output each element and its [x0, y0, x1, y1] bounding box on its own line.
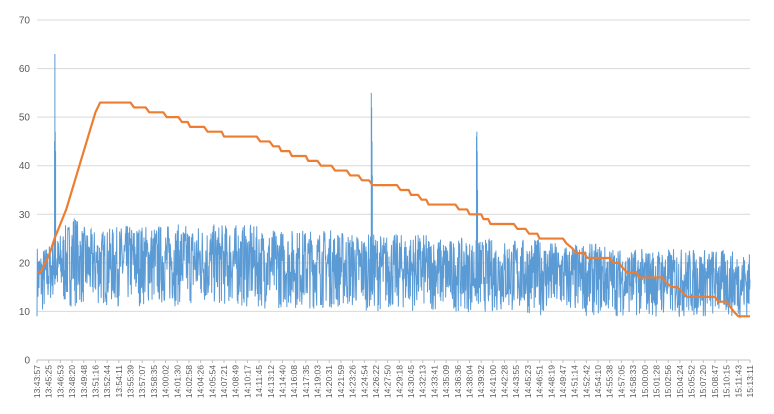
- x-tick-label: 14:23:26: [348, 365, 358, 398]
- x-tick-label: 14:49:47: [558, 365, 568, 398]
- x-tick-label: 14:17:35: [301, 365, 311, 398]
- y-tick-label: 60: [19, 64, 31, 75]
- x-tick-label: 14:10:17: [242, 365, 252, 398]
- x-tick-label: 14:46:51: [535, 365, 545, 398]
- x-tick-label: 14:04:26: [196, 365, 206, 398]
- x-tick-label: 14:54:10: [593, 365, 603, 398]
- x-tick-label: 14:32:13: [418, 365, 428, 398]
- x-tick-label: 14:00:02: [161, 365, 171, 398]
- y-tick-label: 10: [19, 307, 31, 318]
- x-tick-label: 15:07:20: [698, 365, 708, 398]
- y-tick-label: 20: [19, 258, 31, 269]
- gridlines: [37, 19, 750, 312]
- y-tick-label: 50: [19, 113, 31, 124]
- y-tick-label: 0: [24, 356, 30, 367]
- x-tick-label: 14:52:42: [581, 365, 591, 398]
- x-tick-label: 13:43:57: [32, 365, 42, 398]
- x-tick-label: 14:14:40: [277, 365, 287, 398]
- x-tick-label: 14:58:33: [628, 365, 638, 398]
- x-tick-label: 14:19:03: [313, 365, 323, 398]
- y-tick-label: 70: [19, 16, 31, 27]
- x-tick-label: 13:54:11: [114, 365, 124, 398]
- x-tick-label: 14:57:05: [616, 365, 626, 398]
- x-tick-label: 14:13:12: [266, 365, 276, 398]
- x-tick-label: 14:20:31: [324, 365, 334, 398]
- x-tick-label: 14:36:36: [453, 365, 463, 398]
- x-tick-label: 14:38:04: [464, 365, 474, 398]
- x-tick-label: 13:49:48: [79, 365, 89, 398]
- x-tick-label: 14:08:49: [231, 365, 241, 398]
- x-tick-label: 14:01:30: [172, 365, 182, 398]
- x-tick-label: 13:58:35: [149, 365, 159, 398]
- series-line-orange: [37, 101, 750, 318]
- series-line-blue: [36, 54, 751, 319]
- x-tick-label: 15:04:24: [675, 365, 685, 398]
- x-tick-label: 14:55:38: [605, 365, 615, 398]
- x-tick-label: 15:05:52: [687, 365, 697, 398]
- x-tick-label: 14:30:45: [406, 365, 416, 398]
- x-tick-label: 13:45:25: [44, 365, 54, 398]
- x-tick-label: 14:35:09: [441, 365, 451, 398]
- y-axis-tick-labels: 0 10 20 30 40 50 60 70: [19, 16, 31, 367]
- x-tick-label: 15:11:43: [733, 365, 743, 398]
- x-tick-label: 14:21:59: [336, 365, 346, 398]
- x-tick-label: 14:07:21: [219, 365, 229, 398]
- x-tick-label: 13:57:07: [137, 365, 147, 398]
- x-tick-label: 15:00:00: [640, 365, 650, 398]
- x-tick-label: 15:01:28: [651, 365, 661, 398]
- x-tick-label: 14:05:54: [207, 365, 217, 398]
- y-tick-label: 30: [19, 210, 31, 221]
- x-tick-label: 14:16:08: [289, 365, 299, 398]
- x-tick-label: 13:55:39: [126, 365, 136, 398]
- y-tick-label: 40: [19, 161, 31, 172]
- x-tick-label: 15:13:11: [745, 365, 755, 398]
- x-tick-label: 13:48:20: [67, 365, 77, 398]
- x-tick-label: 14:24:54: [359, 365, 369, 398]
- x-tick-label: 15:02:56: [663, 365, 673, 398]
- x-tick-label: 14:43:55: [511, 365, 521, 398]
- x-tick-label: 14:11:45: [254, 365, 264, 398]
- x-tick-label: 13:52:44: [102, 365, 112, 398]
- x-tick-label: 14:02:58: [184, 365, 194, 398]
- x-tick-label: 14:41:00: [488, 365, 498, 398]
- x-tick-label: 13:51:16: [90, 365, 100, 398]
- x-tick-label: 15:08:47: [710, 365, 720, 398]
- x-tick-label: 14:48:19: [546, 365, 556, 398]
- x-tick-label: 14:26:22: [371, 365, 381, 398]
- x-tick-label: 14:33:41: [429, 365, 439, 398]
- x-tick-label: 14:45:23: [523, 365, 533, 398]
- x-axis-tick-labels: 13:43:57 13:45:25 13:46:53 13:48:20 13:49:48…: [32, 360, 755, 398]
- x-tick-label: 14:27:50: [383, 365, 393, 398]
- x-tick-label: 14:42:28: [500, 365, 510, 398]
- x-tick-label: 13:46:53: [55, 365, 65, 398]
- x-tick-label: 14:39:32: [476, 365, 486, 398]
- series-area: [36, 54, 751, 319]
- x-tick-label: 15:10:15: [722, 365, 732, 398]
- x-tick-label: 14:29:18: [394, 365, 404, 398]
- x-tick-label: 14:51:14: [570, 365, 580, 398]
